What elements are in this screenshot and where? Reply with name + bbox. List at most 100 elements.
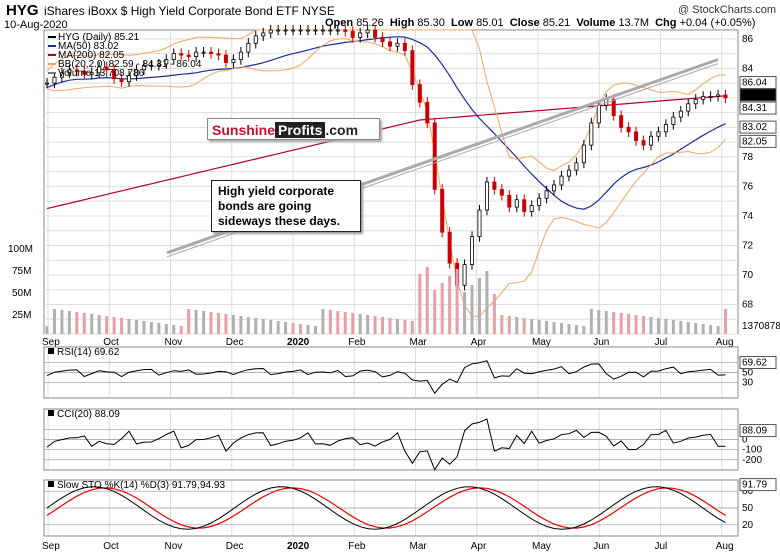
- volume-bar: [507, 316, 511, 334]
- volume-bar: [269, 320, 273, 334]
- candle-body: [380, 36, 385, 43]
- volume-bar: [619, 313, 623, 334]
- volume-bar: [261, 319, 265, 334]
- volume-axis-label: 75M: [12, 266, 31, 277]
- candle-body: [574, 162, 579, 171]
- month-label: Aug: [716, 541, 734, 552]
- candle-body: [365, 29, 370, 34]
- month-label: Jun: [593, 337, 609, 348]
- candle-body: [716, 94, 721, 97]
- sunshine-profits-logo: Sunshine Profits .com: [207, 118, 380, 140]
- annotation-callout: High yield corporate bonds are going sid…: [211, 180, 361, 232]
- volume-bar: [75, 312, 79, 334]
- candle-body: [223, 54, 228, 63]
- volume-bar: [60, 310, 64, 334]
- candle-body: [276, 29, 281, 32]
- candle-body: [171, 53, 176, 60]
- candle-body: [358, 32, 363, 38]
- volume-bar: [336, 311, 340, 334]
- volume-bar: [567, 324, 571, 334]
- month-label: Jul: [654, 541, 667, 552]
- volume-bar: [671, 320, 675, 334]
- candle-body: [656, 131, 661, 137]
- volume-bar: [463, 292, 467, 334]
- candle-body: [470, 236, 475, 266]
- cci-legend-swatch: [48, 410, 54, 416]
- volume-bar: [209, 312, 213, 334]
- price-panel-frame: [43, 29, 739, 335]
- volume-bar: [709, 325, 713, 334]
- volume-bar: [134, 320, 138, 334]
- candle-body: [246, 42, 251, 53]
- candle-body: [440, 188, 445, 233]
- candle-body: [253, 35, 258, 44]
- month-label: Jun: [593, 541, 609, 552]
- cci-tick-label: -100: [742, 445, 762, 456]
- candle-body: [634, 131, 639, 142]
- price-marker-box: [739, 76, 777, 90]
- volume-bar: [179, 326, 183, 334]
- candle-body: [417, 84, 422, 103]
- volume-bar: [172, 325, 176, 334]
- candle-body: [641, 140, 646, 146]
- volume-axis-label: 50M: [12, 288, 31, 299]
- candle-body: [723, 94, 728, 99]
- volume-bar: [381, 317, 385, 334]
- candle-body: [216, 53, 221, 56]
- candle-body: [678, 110, 683, 118]
- candle-body: [387, 41, 392, 47]
- volume-bar: [299, 324, 303, 334]
- volume-bar: [358, 314, 362, 334]
- candle-body: [97, 66, 102, 74]
- stoch-tick-label: 50: [742, 503, 754, 514]
- volume-bar: [522, 318, 526, 334]
- candle-body: [305, 29, 310, 32]
- price-marker-label: 85.21: [742, 90, 767, 101]
- month-label: May: [532, 337, 551, 348]
- candle-body: [335, 29, 340, 32]
- volume-bar: [120, 318, 124, 334]
- candle-body: [350, 31, 355, 38]
- volume-bar: [425, 267, 429, 334]
- month-label: Apr: [471, 337, 487, 348]
- price-tick-label: 86: [742, 34, 754, 45]
- volume-bar: [627, 314, 631, 334]
- month-label: May: [532, 541, 551, 552]
- candle-body: [626, 126, 631, 133]
- month-label: Jul: [654, 337, 667, 348]
- candle-body: [544, 190, 549, 199]
- rsi-tick-label: 50: [742, 368, 754, 379]
- volume-bar: [246, 317, 250, 334]
- candle-body: [589, 122, 594, 146]
- volume-bar: [157, 323, 161, 334]
- volume-bar: [90, 314, 94, 334]
- volume-bar: [470, 285, 474, 334]
- candle-body: [261, 32, 266, 37]
- volume-bar: [366, 315, 370, 334]
- rsi-value-label: 69.62: [742, 358, 767, 369]
- price-tick-label: 84: [742, 63, 754, 74]
- stoch-d-legend-value: 94.93: [200, 480, 225, 491]
- month-label: 2020: [287, 337, 310, 348]
- candle-body: [619, 115, 624, 128]
- month-label: Dec: [226, 337, 244, 348]
- candle-body: [663, 124, 668, 133]
- volume-bar: [45, 326, 49, 334]
- candle-body: [209, 51, 214, 55]
- rsi-legend-label: RSI(14) 69.62: [57, 347, 120, 358]
- rsi-value-box: [739, 356, 777, 370]
- bb-upper-line: [46, 29, 726, 171]
- volume-bar: [343, 312, 347, 334]
- volume-bar: [127, 319, 131, 334]
- stoch-legend-swatch: [48, 481, 54, 487]
- stoch-tick-label: 20: [742, 520, 754, 531]
- bb-lower-line: [46, 38, 726, 317]
- volume-bar: [321, 309, 325, 334]
- stoch-legend-label: Slow STO %K(14) %D(3) 91.79,: [57, 480, 200, 491]
- volume-bar: [142, 321, 146, 334]
- cci-line: [46, 418, 726, 471]
- month-label: Mar: [409, 337, 427, 348]
- volume-bar: [701, 324, 705, 334]
- month-label: Apr: [471, 541, 487, 552]
- cci-tick-label: -200: [742, 455, 762, 466]
